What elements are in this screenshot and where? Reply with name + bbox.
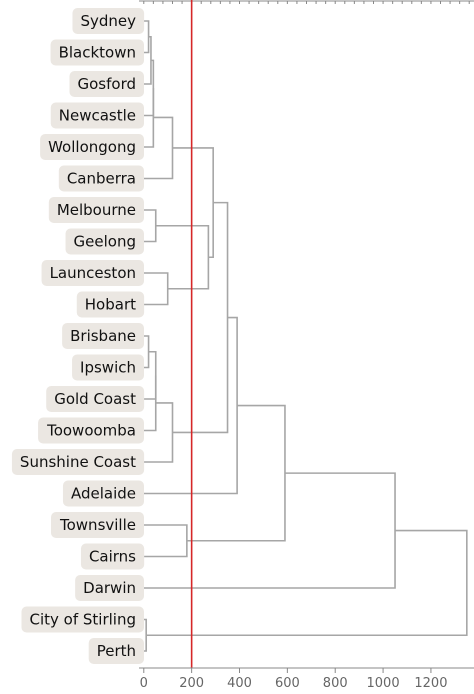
leaf-label: Geelong xyxy=(74,233,136,251)
leaf-label: Perth xyxy=(97,642,136,660)
leaf-label: Adelaide xyxy=(71,485,136,503)
leaf-label-background xyxy=(46,386,145,412)
dendrogram-link xyxy=(143,375,157,432)
leaf-label-background xyxy=(38,417,144,444)
dendrogram-link xyxy=(143,35,152,85)
leaf-label: City of Stirling xyxy=(30,611,137,629)
dendrogram-link xyxy=(143,116,174,180)
leaf-label-group: Gosford xyxy=(69,71,144,97)
leaf-label: Townsville xyxy=(59,516,136,534)
x-tick-label: 1200 xyxy=(414,676,447,691)
leaf-label-background xyxy=(88,638,144,664)
x-axis: 0 200 400 600 800 1000 1200 xyxy=(139,667,474,691)
leaf-label-group: Townsville xyxy=(51,512,144,538)
leaf-label-background xyxy=(62,480,144,507)
leaf-label: Gold Coast xyxy=(54,390,136,408)
dendrogram-link xyxy=(143,472,396,589)
leaf-label-group: Perth xyxy=(88,638,144,664)
dendrogram-link xyxy=(143,209,157,243)
leaf-labels: Sydney Blacktown Gosford Newcastle Wollongon… xyxy=(11,8,145,664)
leaf-label-background xyxy=(75,575,144,601)
dendrogram-link xyxy=(143,350,157,400)
dendrogram-link xyxy=(186,404,286,542)
leaf-label-group: Adelaide xyxy=(62,480,144,507)
leaf-label-group: City of Stirling xyxy=(21,606,144,633)
dendrogram-link xyxy=(143,20,150,54)
leaf-label-group: Toowoomba xyxy=(38,417,144,444)
leaf-label-group: Gold Coast xyxy=(46,386,145,412)
leaf-label-group: Geelong xyxy=(65,228,144,255)
leaf-label: Melbourne xyxy=(57,201,136,219)
x-tick-label: 1000 xyxy=(367,676,400,691)
leaf-label: Ipswich xyxy=(80,359,136,377)
leaf-label: Hobart xyxy=(85,296,136,314)
dendrogram-link xyxy=(143,59,155,117)
leaf-label-group: Darwin xyxy=(75,575,144,601)
leaf-label-background xyxy=(58,165,144,192)
leaf-label-background xyxy=(72,354,144,381)
leaf-label-background xyxy=(48,197,144,223)
leaf-label-group: Launceston xyxy=(41,260,144,286)
leaf-label-group: Sydney xyxy=(72,8,145,34)
dendrogram-links xyxy=(143,20,468,652)
leaf-label-group: Brisbane xyxy=(62,323,144,349)
dendrogram-link xyxy=(143,524,188,558)
leaf-label: Darwin xyxy=(83,579,136,597)
leaf-label-background xyxy=(62,323,144,349)
leaf-label-background xyxy=(80,543,145,570)
dendrogram-link xyxy=(172,147,214,259)
leaf-label: Canberra xyxy=(67,170,136,188)
dendrogram-link xyxy=(146,529,468,637)
leaf-label: Toowoomba xyxy=(46,422,136,440)
leaf-label: Brisbane xyxy=(70,327,136,345)
leaf-label-background xyxy=(51,512,144,538)
x-tick-label: 400 xyxy=(227,676,252,691)
leaf-label: Blacktown xyxy=(59,44,136,62)
top-axis xyxy=(139,0,474,4)
leaf-label-background xyxy=(76,291,145,318)
leaf-label: Newcastle xyxy=(59,107,136,125)
dendrogram-link xyxy=(155,224,210,290)
leaf-label: Launceston xyxy=(50,264,136,282)
leaf-label-group: Wollongong xyxy=(40,134,144,160)
leaf-label-background xyxy=(41,260,144,286)
leaf-label: Cairns xyxy=(89,548,136,566)
dendrogram-link xyxy=(143,272,169,306)
x-tick-label: 800 xyxy=(323,676,348,691)
dendrogram-link xyxy=(143,402,174,463)
x-tick-label: 200 xyxy=(179,676,204,691)
leaf-label: Sunshine Coast xyxy=(20,453,136,471)
dendrogram-link xyxy=(143,87,155,148)
leaf-label: Gosford xyxy=(78,75,137,93)
leaf-label-group: Ipswich xyxy=(72,354,144,381)
dendrogram-link xyxy=(143,618,147,652)
leaf-label-group: Canberra xyxy=(58,165,144,192)
leaf-label-background xyxy=(21,606,144,633)
leaf-label-group: Melbourne xyxy=(48,197,144,223)
leaf-label-background xyxy=(50,102,144,129)
leaf-label-group: Newcastle xyxy=(50,102,144,129)
dendrogram-link xyxy=(172,201,229,434)
leaf-label-background xyxy=(72,8,145,34)
dendrogram-link xyxy=(143,316,238,495)
leaf-label-background xyxy=(65,228,144,255)
leaf-label-background xyxy=(69,71,144,97)
leaf-label-group: Sunshine Coast xyxy=(11,449,145,475)
x-tick-label: 600 xyxy=(275,676,300,691)
leaf-label-group: Hobart xyxy=(76,291,145,318)
x-tick-label: 0 xyxy=(140,676,148,691)
leaf-label: Wollongong xyxy=(48,138,136,156)
dendrogram-link xyxy=(143,335,150,369)
leaf-label-background xyxy=(11,449,145,475)
leaf-label-background xyxy=(40,134,144,160)
leaf-label: Sydney xyxy=(80,12,136,30)
leaf-label-background xyxy=(50,39,144,66)
leaf-label-group: Cairns xyxy=(80,543,145,570)
leaf-label-group: Blacktown xyxy=(50,39,144,66)
